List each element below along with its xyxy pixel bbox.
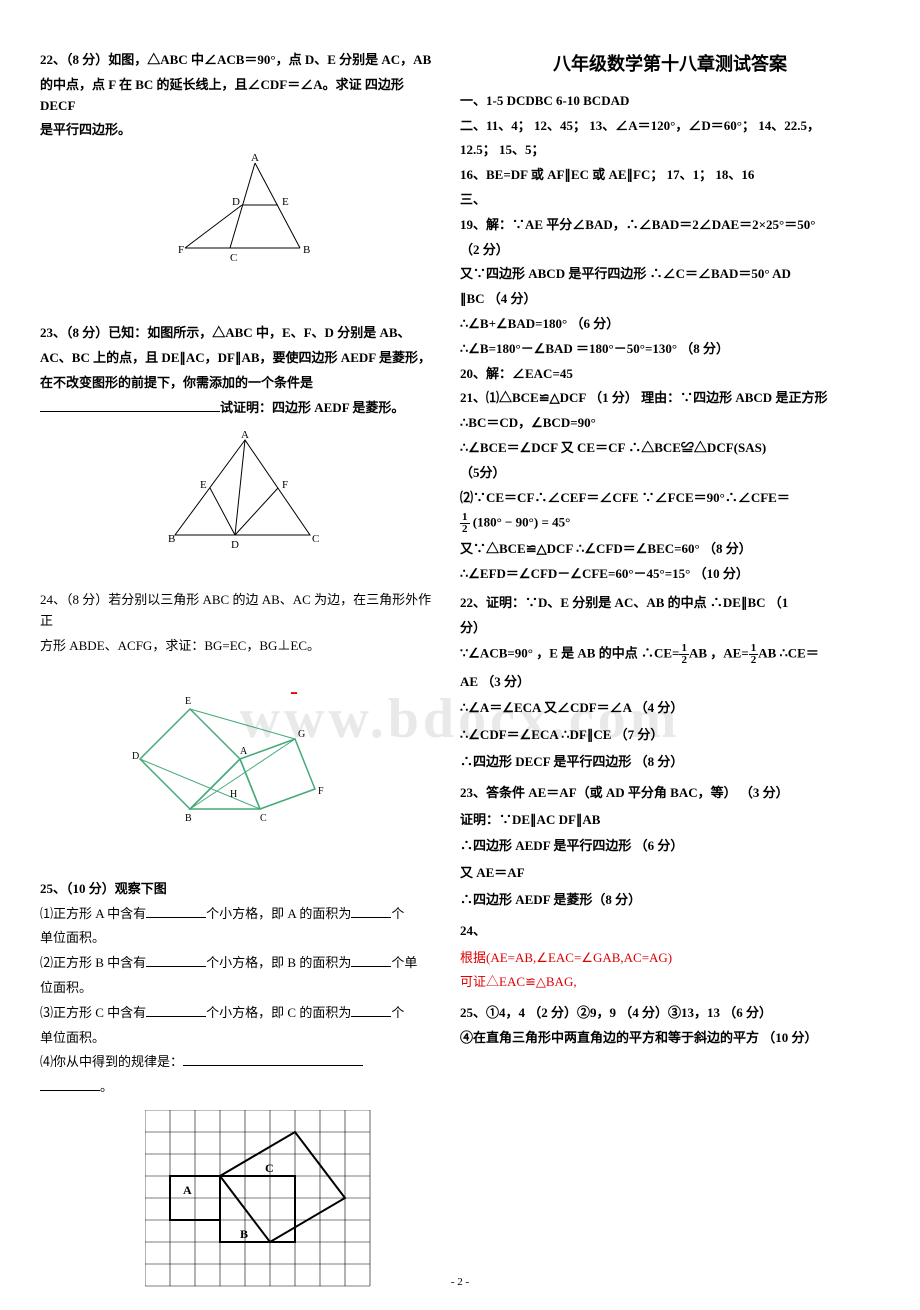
a22-7: ∴四边形 DECF 是平行四边形 （8 分） [460, 752, 880, 773]
q24-figure: B C A D E G F H - [40, 669, 440, 829]
a21-5b: 12 (180° − 90°) = 45° [460, 512, 880, 535]
svg-text:C: C [260, 813, 267, 824]
q24-line2: 方形 ABDE、ACFG，求证：BG=EC，BG⊥EC。 [40, 636, 440, 657]
q25-l4b: 。 [40, 1077, 440, 1098]
q23-line1: 23、（8 分）已知：如图所示，△ABC 中，E、F、D 分别是 AB、 [40, 323, 440, 344]
a24-r2: 可证△EAC≌△BAG, [460, 972, 880, 993]
a24: 24、 [460, 921, 880, 942]
a22-4: AE （3 分） [460, 672, 880, 693]
svg-text:F: F [178, 244, 184, 256]
a19-4: ∥BC （4 分） [460, 289, 880, 310]
svg-text:E: E [185, 696, 191, 707]
a23-5: ∴四边形 AEDF 是菱形（8 分） [460, 890, 880, 911]
svg-text:B: B [185, 813, 192, 824]
a23-2: 证明：∵DE∥AC DF∥AB [460, 810, 880, 831]
q25-l3: ⑶正方形 C 中含有个小方格，即 C 的面积为个 [40, 1003, 440, 1024]
q25-l2: ⑵正方形 B 中含有个小方格，即 B 的面积为个单 [40, 953, 440, 974]
a21-6: 又∵△BCE≌△DCF ∴∠CFD＝∠BEC=60° （8 分） [460, 539, 880, 560]
q23-line4: 试证明：四边形 AEDF 是菱形。 [40, 398, 440, 419]
a25-2: ④在直角三角形中两直角边的平方和等于斜边的平方 （10 分） [460, 1028, 880, 1049]
svg-text:D: D [132, 751, 139, 762]
a4: 三、 [460, 190, 880, 211]
q25-l1d: 单位面积。 [40, 928, 440, 949]
a22-1: 22、证明：∵D、E 分别是 AC、AB 的中点 ∴DE∥BC （1 [460, 593, 880, 614]
a22-6: ∴∠CDF＝∠ECA ∴DF∥CE （7 分） [460, 725, 880, 746]
svg-text:A: A [240, 746, 248, 757]
svg-text:C: C [312, 533, 319, 545]
a21-5: ⑵∵CE＝CF∴∠CEF＝∠CFE ∵∠FCE＝90°∴∠CFE＝ [460, 488, 880, 509]
q25-l2d: 位面积。 [40, 978, 440, 999]
svg-text:G: G [298, 729, 305, 740]
q22-line1: 22、（8 分）如图，△ABC 中∠ACB＝90°，点 D、E 分别是 AC，A… [40, 50, 440, 71]
svg-text:C: C [265, 1161, 274, 1175]
svg-text:A: A [251, 153, 259, 164]
svg-text:D: D [231, 539, 239, 550]
a19-1: 19、解：∵AE 平分∠BAD，∴∠BAD＝2∠DAE＝2×25°＝50° [460, 215, 880, 236]
a25-1: 25、①4，4 （2 分）②9，9 （4 分）③13，13 （6 分） [460, 1003, 880, 1024]
a23-3: ∴四边形 AEDF 是平行四边形 （6 分） [460, 836, 880, 857]
svg-text:F: F [282, 479, 288, 491]
a22-2: 分） [460, 618, 880, 639]
svg-text:D: D [232, 196, 240, 208]
a21-2: ∴BC＝CD，∠BCD=90° [460, 413, 880, 434]
a19-3: 又∵四边形 ABCD 是平行四边形 ∴∠C＝∠BAD＝50° AD [460, 264, 880, 285]
a21-1: 21、⑴△BCE≌△DCF （1 分） 理由：∵四边形 ABCD 是正方形 [460, 388, 880, 409]
a22-3: ∵∠ACB=90° ，E 是 AB 的中点 ∴CE=12AB ，AE=12AB … [460, 643, 880, 666]
q23-figure: A E F B D C [40, 430, 440, 550]
main-columns: 22、（8 分）如图，△ABC 中∠ACB＝90°，点 D、E 分别是 AC，A… [40, 50, 880, 1310]
svg-text:C: C [230, 252, 237, 263]
svg-text:H: H [230, 789, 237, 800]
a20: 20、解：∠EAC=45 [460, 364, 880, 385]
q25-title: 25、（10 分）观察下图 [40, 879, 440, 900]
a3: 16、BE=DF 或 AF∥EC 或 AE∥FC； 17、1； 18、16 [460, 165, 880, 186]
left-column: 22、（8 分）如图，△ABC 中∠ACB＝90°，点 D、E 分别是 AC，A… [40, 50, 440, 1310]
a24-r1: 根据(AE=AB,∠EAC=∠GAB,AC=AG) [460, 948, 880, 969]
a23-1: 23、答条件 AE＝AF（或 AD 平分角 BAC，等） （3 分） [460, 783, 880, 804]
q25-l4: ⑷你从中得到的规律是： [40, 1052, 440, 1073]
svg-text:-: - [290, 679, 298, 705]
right-column: 八年级数学第十八章测试答案 一、1-5 DCDBC 6-10 BCDAD 二、1… [460, 50, 880, 1310]
q24-line1: 24、（8 分）若分别以三角形 ABC 的边 AB、AC 为边，在三角形外作正 [40, 590, 440, 632]
svg-text:B: B [303, 244, 310, 256]
q25-l1: ⑴正方形 A 中含有个小方格，即 A 的面积为个 [40, 904, 440, 925]
q25-l3d: 单位面积。 [40, 1028, 440, 1049]
svg-text:A: A [241, 430, 249, 441]
a21-4: （5分） [460, 463, 880, 484]
svg-text:F: F [318, 786, 324, 797]
a1: 一、1-5 DCDBC 6-10 BCDAD [460, 91, 880, 112]
a19-6: ∴∠B=180°－∠BAD ＝180°－50°=130° （8 分） [460, 339, 880, 360]
answer-title: 八年级数学第十八章测试答案 [460, 50, 880, 79]
a19-2: （2 分） [460, 240, 880, 261]
q22-line3: 是平行四边形。 [40, 120, 440, 141]
a23-4: 又 AE＝AF [460, 863, 880, 884]
svg-text:A: A [183, 1183, 192, 1197]
q22-line2: 的中点，点 F 在 BC 的延长线上，且∠CDF＝∠A。求证 四边形 DECF [40, 75, 440, 117]
a22-5: ∴∠A＝∠ECA 又∠CDF＝∠A （4 分） [460, 698, 880, 719]
a21-3: ∴∠BCE＝∠DCF 又 CE＝CF ∴△BCE≌△DCF(SAS) [460, 438, 880, 459]
svg-text:E: E [282, 196, 289, 208]
q22-figure: A D E F C B [40, 153, 440, 263]
a2b: 12.5； 15、5； [460, 140, 880, 161]
svg-text:B: B [240, 1227, 248, 1241]
a21-7: ∴∠EFD＝∠CFD－∠CFE=60°－45°=15° （10 分） [460, 564, 880, 585]
q23-line2: AC、BC 上的点，且 DE∥AC，DF∥AB，要使四边形 AEDF 是菱形， [40, 348, 440, 369]
a19-5: ∴∠B+∠BAD=180° （6 分） [460, 314, 880, 335]
svg-text:B: B [168, 533, 175, 545]
svg-text:E: E [200, 479, 207, 491]
q23-line3: 在不改变图形的前提下，你需添加的一个条件是 [40, 373, 440, 394]
q25-figure: A B C [80, 1110, 440, 1290]
a2: 二、11、4； 12、45； 13、∠A＝120°，∠D＝60°； 14、22.… [460, 116, 880, 137]
